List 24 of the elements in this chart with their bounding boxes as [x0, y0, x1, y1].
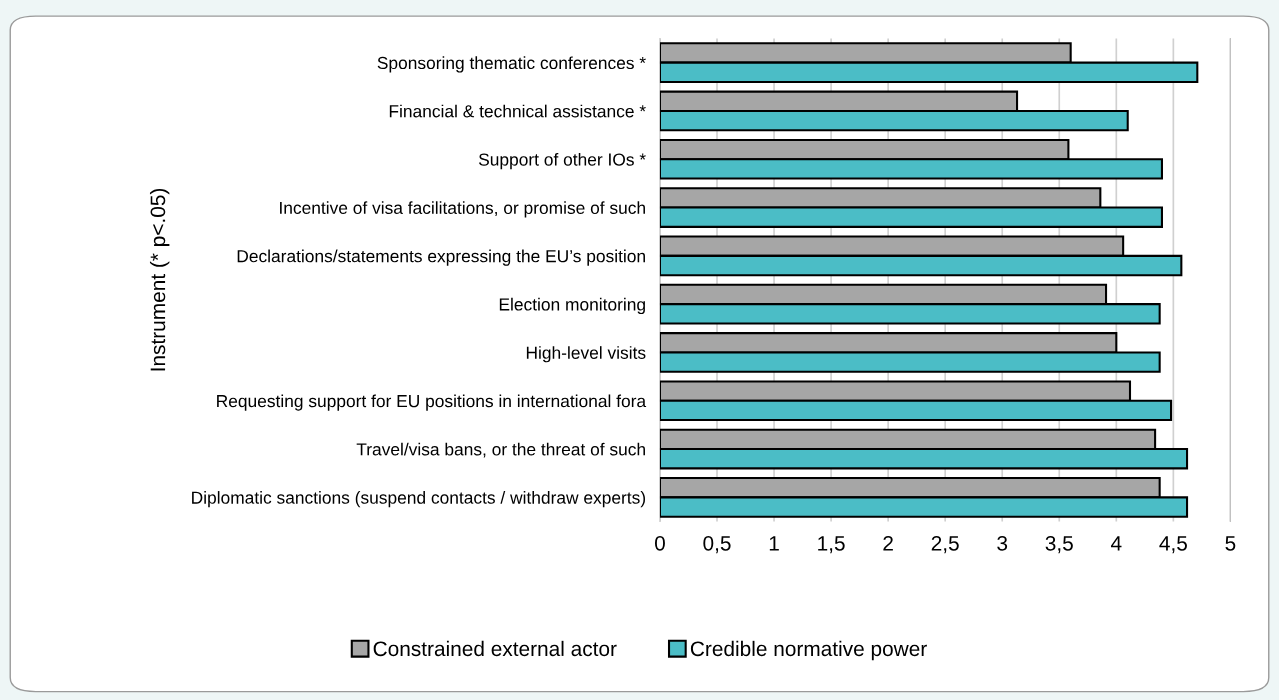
y-tick-label: Declarations/statements expressing the EU’s position — [237, 249, 645, 266]
x-tick-label: 2,5 — [931, 535, 959, 554]
y-tick-label: Financial & technical assistance * — [389, 104, 646, 118]
x-tick-label: 4,5 — [1159, 536, 1187, 554]
x-tick-label: 2 — [883, 535, 893, 551]
y-tick-label: Incentive of visa facilitations, or promise of such — [280, 201, 645, 218]
y-tick-label: Support of other IOs * — [478, 152, 646, 170]
y-tick-label: Election monitoring — [499, 297, 645, 315]
x-tick-label: 3,5 — [1045, 535, 1073, 554]
x-tick-label: 3 — [997, 535, 1008, 551]
x-tick-label: 4 — [1111, 536, 1122, 551]
y-tick-label: High-level visits — [526, 346, 646, 363]
y-axis-title: Instrument (* p<.05) — [149, 188, 170, 371]
x-tick-label: 0,5 — [703, 535, 731, 554]
y-tick-label: Requesting support for EU positions in international fora — [217, 394, 647, 411]
y-tick-label: Sponsoring thematic conferences * — [377, 56, 646, 73]
legend-label: Credible normative power — [690, 640, 927, 661]
y-tick-label: Travel/visa bans, or the threat of such — [356, 442, 645, 458]
x-tick-label: 1,5 — [818, 536, 845, 554]
x-tick-label: 5 — [1225, 536, 1236, 551]
x-tick-label: 0 — [654, 535, 665, 551]
legend-label: Constrained external actor — [373, 640, 617, 657]
x-tick-label: 1 — [769, 536, 779, 551]
y-tick-label: Diplomatic sanctions (suspend contacts / withdraw experts) — [192, 491, 646, 508]
